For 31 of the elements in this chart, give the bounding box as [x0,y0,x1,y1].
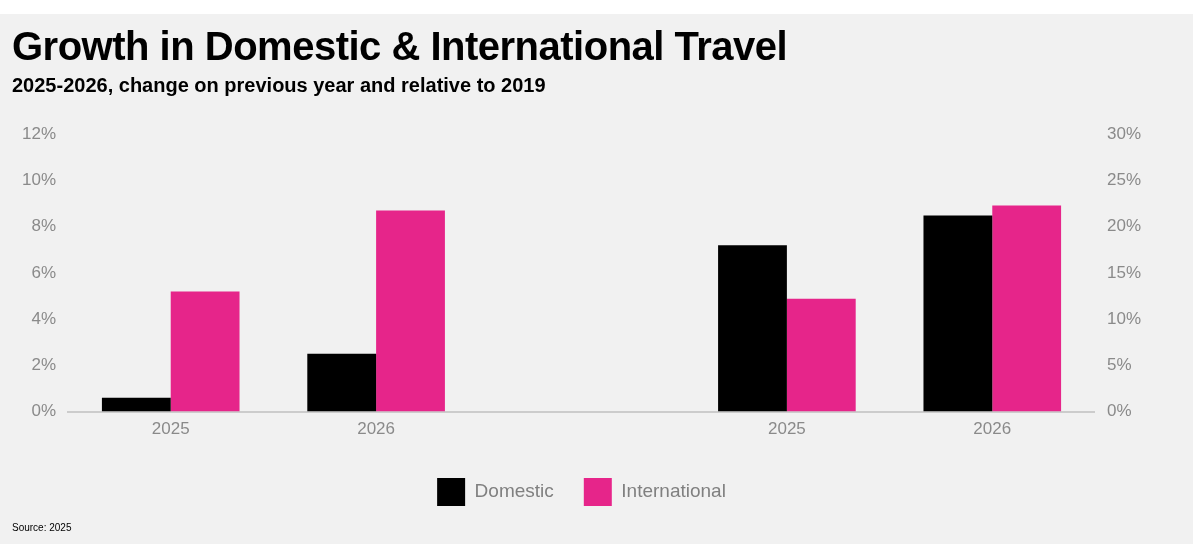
y2-tick-label: 5% [1106,355,1132,375]
y2-tick-label: 25% [1106,170,1142,190]
bar [101,397,171,412]
bar [992,205,1062,412]
y-tick-label: 10% [21,170,57,190]
y2-tick-label: 0% [1106,401,1132,421]
bar [923,215,993,412]
source-note: Source: 2025 [12,522,72,533]
bar [376,210,445,412]
bar [718,245,787,412]
chart-subtitle: 2025-2026, change on previous year and relative to 2019 [12,74,546,97]
legend-label: Domestic [474,480,554,502]
y2-tick-label: 10% [1106,308,1142,328]
bar [786,298,856,412]
y-tick-label: 8% [31,216,57,236]
x-tick-label: 2025 [151,419,190,439]
y2-tick-label: 20% [1106,216,1142,236]
bar [170,291,240,412]
y-tick-label: 2% [31,355,57,375]
y-tick-label: 12% [21,123,57,143]
y2-tick-label: 30% [1106,123,1142,143]
x-tick-label: 2025 [767,419,806,439]
y2-tick-label: 15% [1106,262,1142,282]
legend-label: International [621,480,726,502]
bar [307,353,377,412]
y-tick-label: 0% [31,401,57,421]
y-tick-label: 6% [31,262,57,282]
x-tick-label: 2026 [357,419,396,439]
y-tick-label: 4% [31,308,57,328]
chart-title: Growth in Domestic & International Travel [12,24,788,69]
x-tick-label: 2026 [973,419,1012,439]
